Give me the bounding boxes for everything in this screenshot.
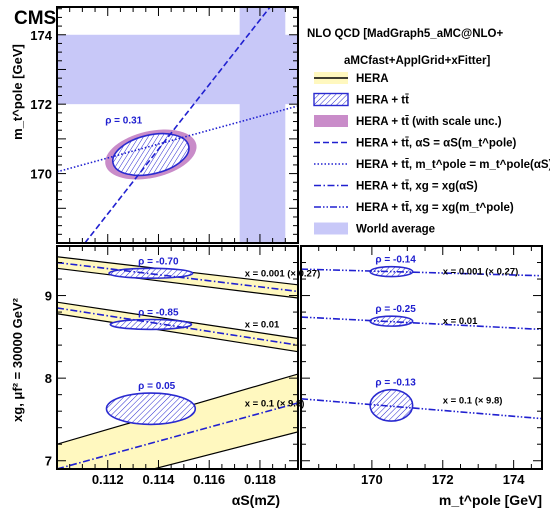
panel-top-left-frame: [56, 6, 299, 244]
panel-bottom-left-frame: [56, 245, 299, 470]
cms-label: CMS: [14, 8, 56, 29]
legend-label: HERA + tt̄, αS = αS(m_t^pole): [356, 137, 517, 149]
xlabel-mt: m_t^pole [GeV]: [439, 492, 542, 508]
x-tick-label: 174: [503, 472, 525, 487]
legend-label: HERA + tt̄, xg = xg(m_t^pole): [356, 202, 514, 214]
x-label: x = 0.01: [443, 316, 478, 327]
rho-label: ρ = 0.31: [105, 115, 142, 126]
legend-entry: HERA + tt̄ (with scale unc.): [314, 115, 502, 128]
legend-title-line-2: aMCfast+ApplGrid+xFitter]: [344, 55, 490, 67]
rho-label: ρ = -0.13: [375, 378, 416, 389]
xg-line: [57, 307, 298, 346]
ellipse-hera-tt: [369, 388, 414, 422]
dashed-line: [84, 7, 271, 243]
x-tick-label: 170: [361, 472, 383, 487]
legend-swatch: [314, 222, 348, 235]
x-label: x = 0.1 (× 9.8): [443, 395, 503, 406]
legend-swatch: [314, 115, 348, 127]
legend-label: World average: [356, 224, 435, 236]
y-tick-label: 7: [45, 454, 52, 469]
y-tick-label: 172: [30, 97, 52, 112]
legend-swatch: [313, 92, 349, 107]
hera-band-lower: [57, 267, 298, 299]
legend-label: HERA: [356, 73, 389, 85]
hera-band-lower: [150, 431, 298, 469]
ellipse-hera-tt: [109, 318, 193, 331]
legend-label: HERA + tt̄, m_t^pole = m_t^pole(αS): [356, 159, 550, 171]
x-label: x = 0.01: [245, 319, 280, 330]
legend-entry: World average: [314, 222, 435, 236]
rho-label: ρ = -0.70: [138, 256, 179, 267]
legend-entry: HERA + tt̄, xg = xg(m_t^pole): [314, 202, 514, 214]
rho-label: ρ = 0.05: [138, 381, 175, 392]
y-tick-label: 8: [45, 371, 52, 386]
x-tick-label: 0.114: [143, 472, 176, 487]
xg-mt-line: [301, 397, 542, 420]
y-tick-label: 170: [30, 167, 52, 182]
legend-label: HERA + tt̄: [356, 94, 409, 106]
y-tick-label: 9: [45, 289, 52, 304]
x-label: x = 0.001 (× 0.27): [245, 268, 321, 279]
x-label: x = 0.001 (× 0.27): [443, 267, 519, 278]
ellipse-hera-tt: [112, 132, 190, 177]
x-tick-label: 0.118: [244, 472, 276, 487]
legend-label: HERA + tt̄ (with scale unc.): [356, 116, 502, 128]
x-tick-label: 0.116: [193, 472, 225, 487]
legend-entry: HERA + tt̄, xg = xg(αS): [314, 180, 478, 193]
legend-title-line-1: NLO QCD [MadGraph5_aMC@NLO+: [307, 28, 503, 40]
world-average-mt-band: [57, 34, 298, 105]
xlabel-alphas: αS(mZ): [232, 492, 280, 508]
xg-line: [57, 402, 298, 469]
legend-entry: HERA + tt̄, m_t^pole = m_t^pole(αS): [314, 159, 550, 171]
panel-bottom-right-frame: [300, 245, 543, 470]
rho-label: ρ = -0.14: [375, 255, 416, 266]
x-tick-label: 172: [432, 472, 454, 487]
xg-mt-line: [301, 316, 542, 331]
hera-band-lower: [57, 313, 298, 353]
ylabel-bottom: xg, μf² = 30000 GeV²: [10, 297, 25, 422]
legend-entry: HERA: [314, 72, 389, 85]
ylabel-top: m_t^pole [GeV]: [10, 44, 25, 140]
rho-label: ρ = -0.25: [375, 304, 416, 315]
legend-entry: HERA + tt̄: [313, 92, 409, 107]
y-tick-label: 174: [30, 28, 52, 43]
legend-entry: HERA + tt̄, αS = αS(m_t^pole): [314, 137, 517, 150]
x-label: x = 0.1 (× 9.8): [245, 399, 305, 410]
x-tick-label: 0.112: [92, 472, 124, 487]
legend-label: HERA + tt̄, xg = xg(αS): [356, 180, 478, 192]
ellipse-hera-tt: [105, 392, 197, 426]
rho-label: ρ = -0.85: [138, 308, 179, 319]
